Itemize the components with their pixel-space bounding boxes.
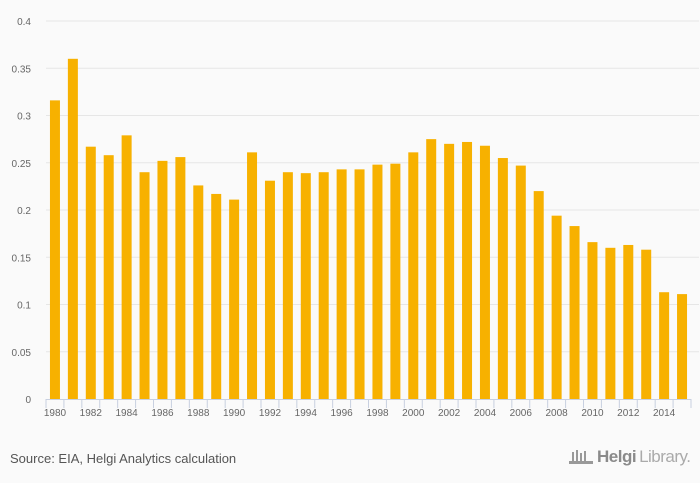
logo-text-light: Library. — [639, 447, 691, 466]
bar-1983 — [103, 155, 114, 399]
y-tick-label: 0.35 — [12, 64, 32, 75]
y-tick-label: 0.25 — [12, 159, 32, 170]
x-tick-label: 1982 — [80, 408, 103, 419]
x-tick-label: 2010 — [581, 408, 604, 419]
bar-1995 — [318, 172, 329, 399]
bar-2005 — [497, 158, 508, 399]
x-tick-label: 2000 — [402, 408, 425, 419]
bar-1999 — [390, 163, 401, 399]
bar-2001 — [426, 139, 437, 399]
x-tick-label: 1998 — [366, 408, 389, 419]
y-tick-label: 0.05 — [12, 348, 32, 359]
x-tick-label: 1984 — [116, 408, 139, 419]
bar-1986 — [157, 160, 168, 399]
x-tick-label: 2014 — [653, 408, 676, 419]
bar-1984 — [121, 135, 132, 399]
bar-2009 — [569, 226, 580, 399]
x-tick-label: 2002 — [438, 408, 461, 419]
bar-1996 — [336, 169, 347, 399]
bar-2013 — [641, 249, 652, 399]
bar-2012 — [623, 244, 634, 399]
bar-1982 — [85, 146, 96, 399]
y-tick-label: 0 — [25, 395, 31, 406]
x-tick-label: 1980 — [44, 408, 67, 419]
bar-2015 — [677, 294, 688, 399]
y-tick-label: 0.15 — [12, 253, 32, 264]
logo-text-bold: Helgi — [597, 447, 637, 466]
bar-2002 — [444, 143, 455, 399]
bar-1985 — [139, 172, 150, 399]
bar-1991 — [247, 152, 258, 399]
x-tick-label: 1996 — [331, 408, 354, 419]
x-tick-label: 2004 — [474, 408, 497, 419]
y-tick-label: 0.4 — [17, 17, 31, 28]
y-tick-label: 0.1 — [17, 301, 31, 312]
x-tick-label: 1992 — [259, 408, 282, 419]
x-tick-label: 2012 — [617, 408, 640, 419]
y-tick-label: 0.2 — [17, 206, 31, 217]
bar-2003 — [462, 141, 473, 399]
bar-1980 — [49, 100, 60, 399]
bar-2000 — [408, 152, 419, 399]
helgi-library-logo[interactable]: Helgi Library. — [568, 447, 691, 467]
bar-1989 — [211, 193, 222, 399]
bar-2007 — [533, 191, 544, 399]
bar-1990 — [229, 199, 240, 399]
bar-2010 — [587, 242, 598, 399]
bar-2006 — [515, 165, 526, 399]
x-tick-label: 1988 — [187, 408, 210, 419]
bar-1987 — [175, 157, 186, 399]
y-tick-label: 0.3 — [17, 112, 31, 123]
bar-1993 — [282, 172, 293, 399]
source-note: Source: EIA, Helgi Analytics calculation — [10, 451, 237, 466]
bar-1988 — [193, 185, 204, 399]
bar-1981 — [67, 58, 78, 400]
x-tick-label: 1994 — [295, 408, 318, 419]
bar-1997 — [354, 169, 365, 399]
x-tick-label: 1986 — [151, 408, 174, 419]
bar-2008 — [551, 215, 562, 399]
logo-icon — [569, 450, 593, 464]
bar-1992 — [264, 180, 275, 399]
bar-2004 — [479, 145, 490, 399]
bar-2014 — [659, 292, 670, 399]
x-tick-label: 2008 — [546, 408, 569, 419]
bar-chart: 0 0.05 0.1 0.15 0.2 0.25 0.3 0.35 0.4 1980 1982 198… — [12, 17, 699, 419]
x-tick-label: 1990 — [223, 408, 246, 419]
x-tick-label: 2006 — [510, 408, 533, 419]
bar-1998 — [372, 164, 383, 399]
bar-1994 — [300, 173, 311, 399]
bar-2011 — [605, 247, 616, 399]
